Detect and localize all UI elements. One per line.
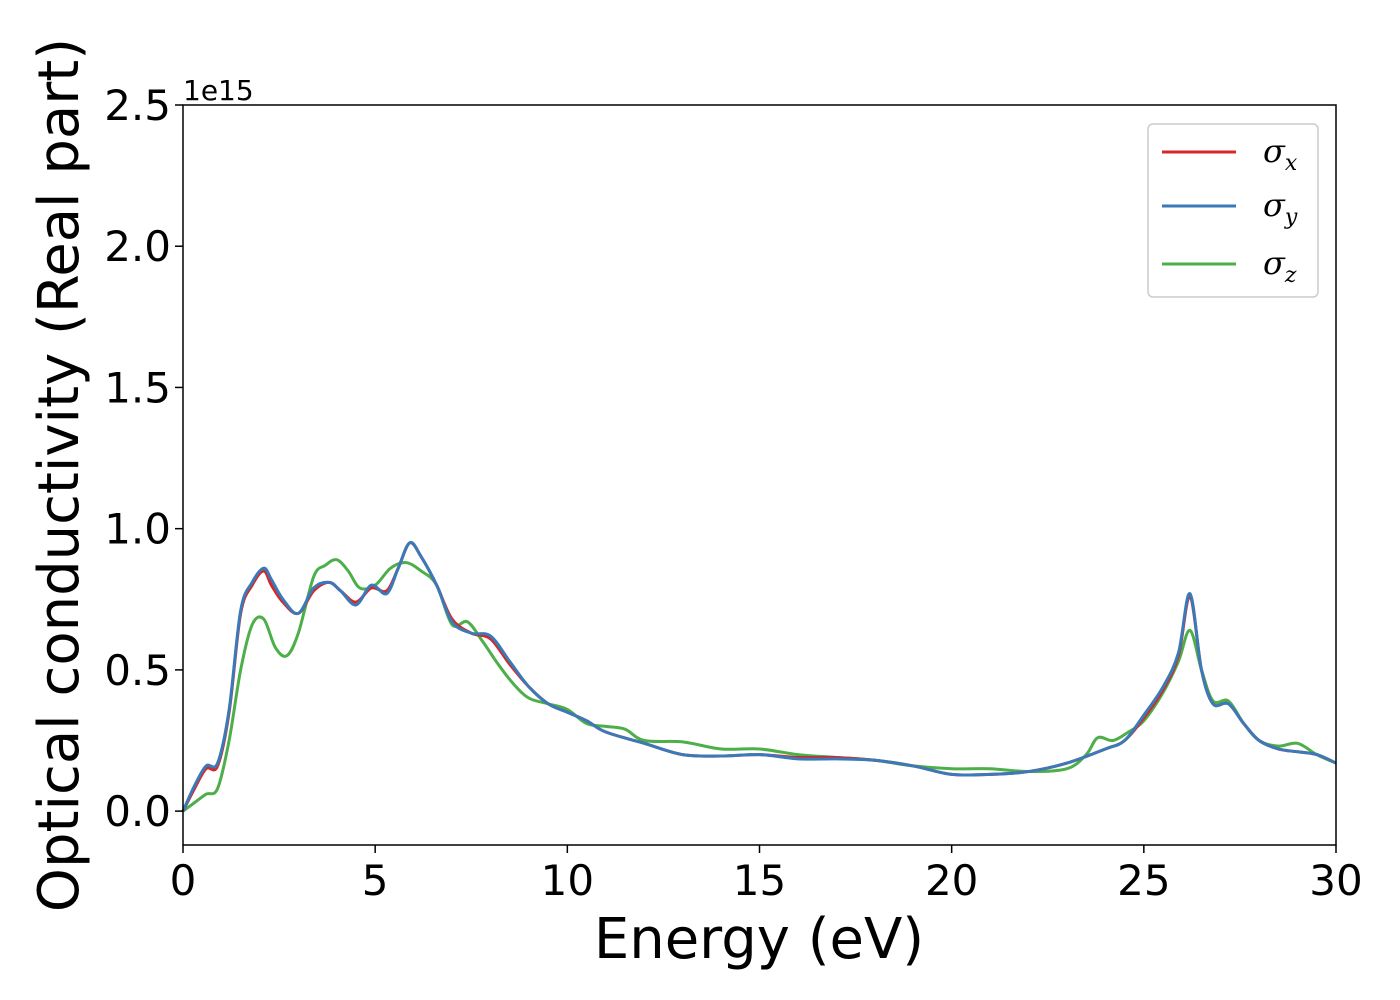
legend-frame <box>1147 123 1319 298</box>
y-axis-ticks: 0.0 0.5 1.0 1.5 2.0 2.5 <box>104 81 183 836</box>
series-layer <box>181 541 1337 813</box>
x-axis-label: Energy (eV) <box>594 907 924 972</box>
y-axis-label: Optical conductivity (Real part) <box>27 38 92 912</box>
y-tick-label: 1.0 <box>104 505 171 554</box>
series-line-z <box>182 558 1337 813</box>
y-tick-label: 0.5 <box>104 646 171 695</box>
series-line-y <box>181 541 1337 812</box>
legend-label-z: σz <box>1263 244 1297 288</box>
x-tick-label: 15 <box>733 856 786 905</box>
y-tick-label: 0.0 <box>104 787 171 836</box>
y-tick-label: 2.5 <box>104 81 171 130</box>
y-tick-label: 2.0 <box>104 222 171 271</box>
x-tick-label: 25 <box>1117 856 1170 905</box>
x-tick-label: 10 <box>541 856 594 905</box>
legend-entries: σx σy σz <box>1162 132 1298 288</box>
y-tick-label: 1.5 <box>104 363 171 412</box>
legend-label-y: σy <box>1263 186 1298 230</box>
y-axis-offset-label: 1e15 <box>183 74 254 107</box>
x-tick-label: 5 <box>362 856 389 905</box>
legend: σx σy σz <box>1147 123 1319 298</box>
x-tick-label: 20 <box>925 856 978 905</box>
legend-label-x: σx <box>1263 132 1298 176</box>
x-tick-label: 30 <box>1309 856 1362 905</box>
x-axis-ticks: 0 5 10 15 20 25 30 <box>170 845 1363 905</box>
x-tick-label: 0 <box>170 856 197 905</box>
